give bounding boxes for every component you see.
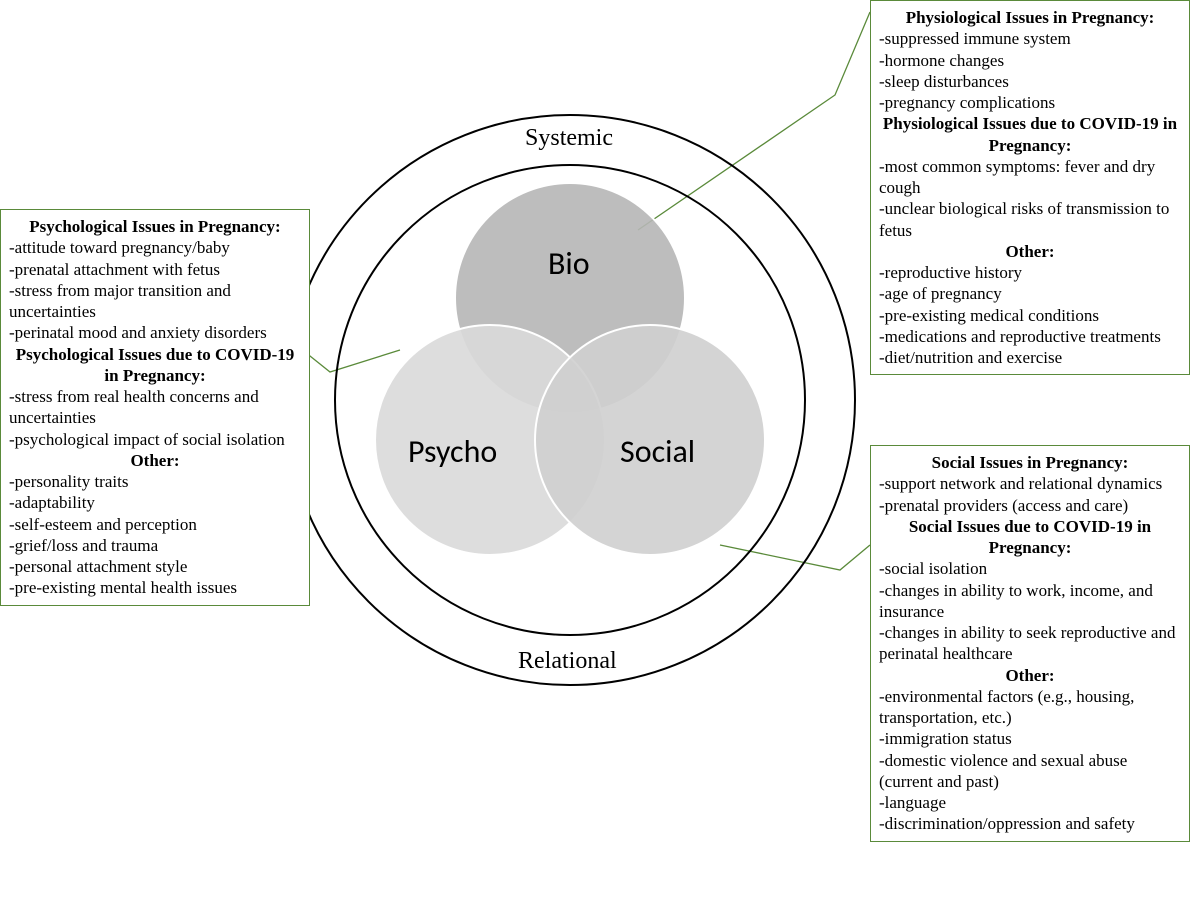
callout-heading: Physiological Issues in Pregnancy: <box>879 7 1181 28</box>
callout-heading: Other: <box>879 665 1181 686</box>
callout-heading: Other: <box>9 450 301 471</box>
callout-item: -stress from major transition and uncert… <box>9 280 301 323</box>
callout-item: -prenatal attachment with fetus <box>9 259 301 280</box>
callout-item: -reproductive history <box>879 262 1181 283</box>
callout-item: -sleep disturbances <box>879 71 1181 92</box>
ring-label-systemic: Systemic <box>525 125 613 152</box>
callout-item: -support network and relational dynamics <box>879 473 1181 494</box>
callout-item: -most common symptoms: fever and dry cou… <box>879 156 1181 199</box>
callout-item: -immigration status <box>879 728 1181 749</box>
connector-0 <box>305 350 400 372</box>
callout-heading: Physiological Issues due to COVID-19 in … <box>879 113 1181 156</box>
callout-item: -medications and reproductive treatments <box>879 326 1181 347</box>
callout-item: -changes in ability to seek reproductive… <box>879 622 1181 665</box>
callout-heading: Psychological Issues due to COVID-19 in … <box>9 344 301 387</box>
callout-item: -stress from real health concerns and un… <box>9 386 301 429</box>
callout-item: -prenatal providers (access and care) <box>879 495 1181 516</box>
callout-social: Social Issues in Pregnancy:-support netw… <box>870 445 1190 842</box>
callout-item: -unclear biological risks of transmissio… <box>879 198 1181 241</box>
callout-item: -pre-existing medical conditions <box>879 305 1181 326</box>
callout-item: -psychological impact of social isolatio… <box>9 429 301 450</box>
callout-item: -personal attachment style <box>9 556 301 577</box>
callout-item: -pre-existing mental health issues <box>9 577 301 598</box>
callout-item: -personality traits <box>9 471 301 492</box>
callout-item: -changes in ability to work, income, and… <box>879 580 1181 623</box>
callout-item: -adaptability <box>9 492 301 513</box>
venn-label-psycho: Psycho <box>408 432 497 471</box>
callout-item: -self-esteem and perception <box>9 514 301 535</box>
callout-item: -domestic violence and sexual abuse (cur… <box>879 750 1181 793</box>
callout-item: -language <box>879 792 1181 813</box>
venn-label-bio: Bio <box>548 244 590 283</box>
callout-item: -social isolation <box>879 558 1181 579</box>
callout-item: -suppressed immune system <box>879 28 1181 49</box>
callout-item: -environmental factors (e.g., housing, t… <box>879 686 1181 729</box>
callout-item: -age of pregnancy <box>879 283 1181 304</box>
callout-item: -discrimination/oppression and safety <box>879 813 1181 834</box>
callout-item: -pregnancy complications <box>879 92 1181 113</box>
callout-item: -hormone changes <box>879 50 1181 71</box>
callout-item: -attitude toward pregnancy/baby <box>9 237 301 258</box>
callout-psycho: Psychological Issues in Pregnancy:-attit… <box>0 209 310 606</box>
callout-heading: Social Issues due to COVID-19 in Pregnan… <box>879 516 1181 559</box>
venn-label-social: Social <box>620 432 695 471</box>
callout-item: -grief/loss and trauma <box>9 535 301 556</box>
callout-heading: Social Issues in Pregnancy: <box>879 452 1181 473</box>
connector-2 <box>720 545 870 570</box>
callout-item: -perinatal mood and anxiety disorders <box>9 322 301 343</box>
callout-heading: Psychological Issues in Pregnancy: <box>9 216 301 237</box>
callout-item: -diet/nutrition and exercise <box>879 347 1181 368</box>
ring-label-relational: Relational <box>518 648 617 675</box>
callout-bio: Physiological Issues in Pregnancy:-suppr… <box>870 0 1190 375</box>
connector-1 <box>638 12 870 230</box>
callout-heading: Other: <box>879 241 1181 262</box>
